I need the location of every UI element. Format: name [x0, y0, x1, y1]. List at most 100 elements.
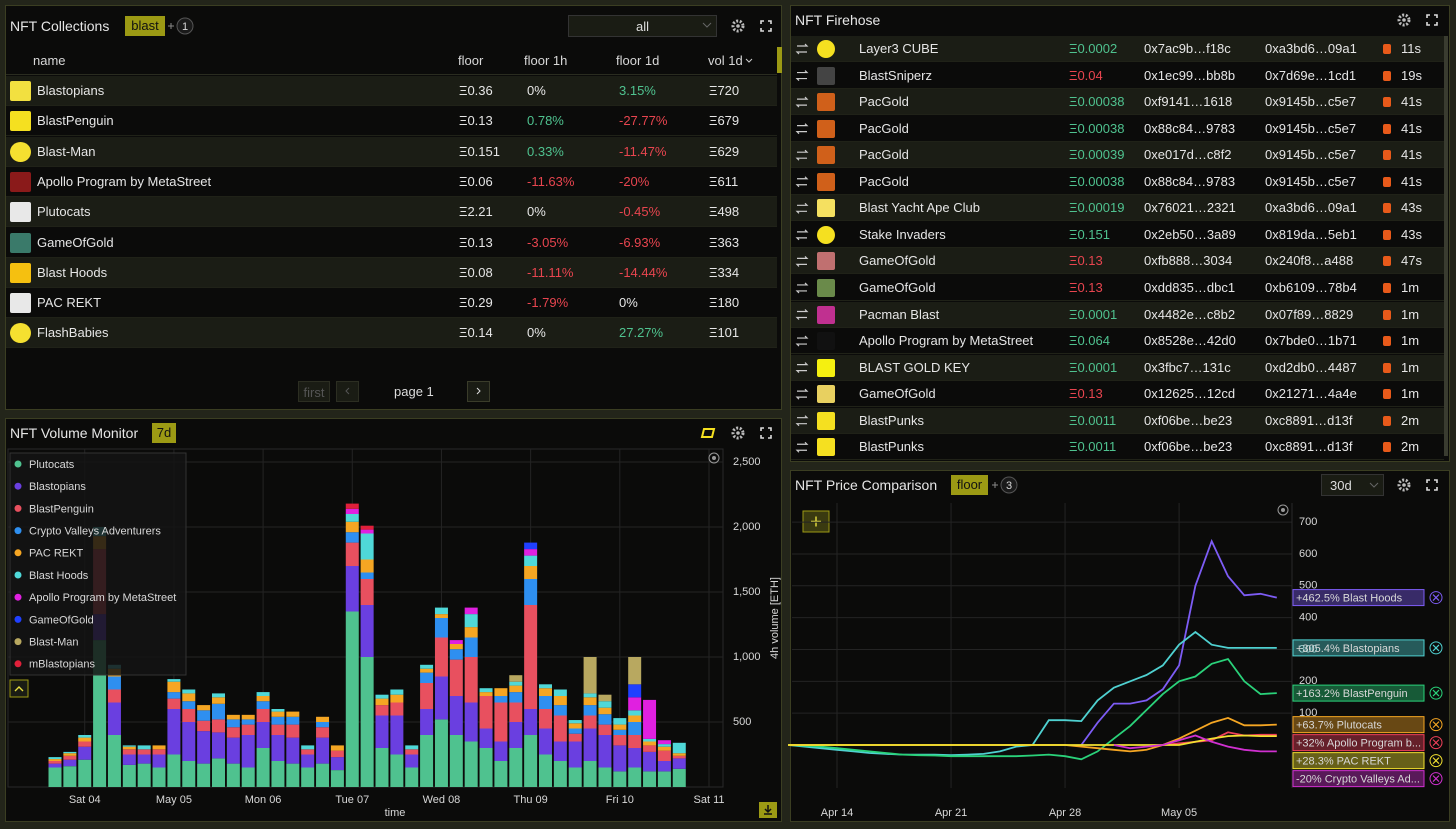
- from-address[interactable]: 0xf06be…be23: [1144, 439, 1233, 455]
- table-row: [6, 76, 777, 106]
- collection-logo: [817, 278, 835, 297]
- column-header[interactable]: floor: [458, 53, 484, 68]
- from-address[interactable]: 0x88c84…9783: [1144, 120, 1236, 136]
- market-icon: [1383, 362, 1391, 373]
- collection-name[interactable]: Blastopians: [37, 83, 105, 98]
- collection-name[interactable]: PacGold: [859, 94, 909, 110]
- cell: Ξ334: [709, 264, 740, 280]
- cell: Ξ0.06: [459, 173, 493, 189]
- to-address[interactable]: 0x9145b…c5e7: [1265, 94, 1357, 110]
- from-address[interactable]: 0x4482e…c8b2: [1144, 306, 1236, 322]
- to-address[interactable]: 0xc8891…d13f: [1265, 439, 1353, 455]
- collection-name[interactable]: BlastPunks: [859, 439, 925, 455]
- collection-name[interactable]: Pacman Blast: [859, 306, 940, 322]
- range-tag[interactable]: 7d: [152, 423, 176, 443]
- age: 41s: [1401, 94, 1422, 110]
- cell: Ξ611: [709, 173, 739, 189]
- from-address[interactable]: 0x88c84…9783: [1144, 173, 1236, 189]
- collection-name[interactable]: GameOfGold: [859, 279, 936, 295]
- panel: [5, 418, 782, 822]
- collection-name[interactable]: BlastPenguin: [37, 113, 114, 129]
- range-dropdown[interactable]: 30d: [1321, 474, 1384, 496]
- cell: Ξ0.29: [459, 295, 493, 311]
- feed-row: [791, 434, 1444, 461]
- collection-name[interactable]: Stake Invaders: [859, 226, 946, 242]
- to-address[interactable]: 0x819da…5eb1: [1265, 226, 1357, 242]
- collection-name[interactable]: Blast Hoods: [37, 264, 108, 280]
- to-address[interactable]: 0xc8891…d13f: [1265, 412, 1353, 428]
- column-header[interactable]: vol 1d: [708, 53, 743, 68]
- price: Ξ0.13: [1069, 279, 1103, 295]
- collection-icon: [10, 262, 31, 283]
- to-address[interactable]: 0x07f89…8829: [1265, 306, 1354, 322]
- to-address[interactable]: 0x9145b…c5e7: [1265, 120, 1357, 136]
- to-address[interactable]: 0xa3bd6…09a1: [1265, 41, 1357, 56]
- pager-next[interactable]: [467, 381, 490, 402]
- collection-icon: [10, 202, 31, 223]
- collection-name[interactable]: FlashBabies: [37, 325, 109, 341]
- dropdown[interactable]: all: [568, 15, 717, 37]
- market-icon: [1383, 123, 1391, 134]
- to-address[interactable]: 0xb6109…78b4: [1265, 279, 1357, 295]
- pager-prev[interactable]: [336, 381, 359, 402]
- collection-name[interactable]: Apollo Program by MetaStreet: [37, 173, 212, 189]
- feed-row: [791, 221, 1444, 248]
- feed-row: [791, 115, 1444, 142]
- from-address[interactable]: 0x3fbc7…131c: [1144, 359, 1231, 375]
- collection-name[interactable]: PacGold: [859, 147, 909, 163]
- from-address[interactable]: 0xe017d…c8f2: [1144, 147, 1232, 163]
- pager-first[interactable]: first: [298, 381, 330, 402]
- to-address[interactable]: 0x21271…4a4e: [1265, 386, 1357, 402]
- age: 1m: [1401, 306, 1420, 322]
- collection-logo: [817, 172, 835, 191]
- cell: 0.78%: [527, 113, 564, 129]
- from-address[interactable]: 0x7ac9b…f18c: [1144, 41, 1231, 56]
- cell: Ξ2.21: [459, 204, 493, 220]
- collection-name[interactable]: GameOfGold: [37, 234, 114, 250]
- from-address[interactable]: 0x2eb50…3a89: [1144, 226, 1236, 242]
- column-header[interactable]: floor 1d: [616, 53, 660, 68]
- collection-name[interactable]: BlastPunks: [859, 412, 925, 428]
- collection-name[interactable]: Layer3 CUBE: [859, 41, 939, 56]
- from-address[interactable]: 0x76021…2321: [1144, 200, 1236, 216]
- collection-name[interactable]: Blast Yacht Ape Club: [859, 200, 980, 216]
- age: 19s: [1401, 67, 1422, 83]
- collection-name[interactable]: Plutocats: [37, 204, 91, 220]
- collection-name[interactable]: GameOfGold: [859, 253, 936, 269]
- filter-tag[interactable]: blast: [125, 16, 165, 36]
- to-address[interactable]: 0x9145b…c5e7: [1265, 173, 1357, 189]
- to-address[interactable]: 0xd2db0…4487: [1265, 359, 1357, 375]
- from-address[interactable]: 0xf9141…1618: [1144, 94, 1233, 110]
- collection-name[interactable]: GameOfGold: [859, 386, 936, 402]
- column-header[interactable]: name: [33, 53, 66, 68]
- collection-logo: [817, 119, 835, 138]
- collection-name[interactable]: Apollo Program by MetaStreet: [859, 333, 1034, 349]
- column-header[interactable]: floor 1h: [524, 53, 568, 68]
- age: 11s: [1401, 41, 1421, 56]
- collection-name[interactable]: BLAST GOLD KEY: [859, 359, 971, 375]
- market-icon: [1383, 44, 1391, 54]
- collection-name[interactable]: PacGold: [859, 173, 909, 189]
- price: Ξ0.04: [1069, 67, 1103, 83]
- metric-tag[interactable]: floor: [951, 475, 988, 495]
- collection-name[interactable]: PAC REKT: [37, 295, 102, 311]
- collection-name[interactable]: PacGold: [859, 120, 909, 136]
- to-address[interactable]: 0x7bde0…1b71: [1265, 333, 1357, 349]
- from-address[interactable]: 0x1ec99…bb8b: [1144, 67, 1236, 83]
- panel-title: NFT Price Comparison: [795, 477, 938, 493]
- from-address[interactable]: 0x12625…12cd: [1144, 386, 1236, 402]
- market-icon: [1383, 176, 1391, 187]
- to-address[interactable]: 0x9145b…c5e7: [1265, 147, 1357, 163]
- collection-name[interactable]: BlastSniperz: [859, 67, 932, 83]
- to-address[interactable]: 0xa3bd6…09a1: [1265, 200, 1357, 216]
- cell: 0%: [619, 295, 638, 311]
- from-address[interactable]: 0xf06be…be23: [1144, 412, 1233, 428]
- to-address[interactable]: 0x240f8…a488: [1265, 253, 1354, 269]
- collection-name[interactable]: Blast-Man: [37, 143, 96, 159]
- collection-logo: [817, 66, 835, 85]
- cell: Ξ0.36: [459, 83, 493, 98]
- from-address[interactable]: 0xdd835…dbc1: [1144, 279, 1236, 295]
- from-address[interactable]: 0xfb888…3034: [1144, 253, 1233, 269]
- to-address[interactable]: 0x7d69e…1cd1: [1265, 67, 1357, 83]
- from-address[interactable]: 0x8528e…42d0: [1144, 333, 1236, 349]
